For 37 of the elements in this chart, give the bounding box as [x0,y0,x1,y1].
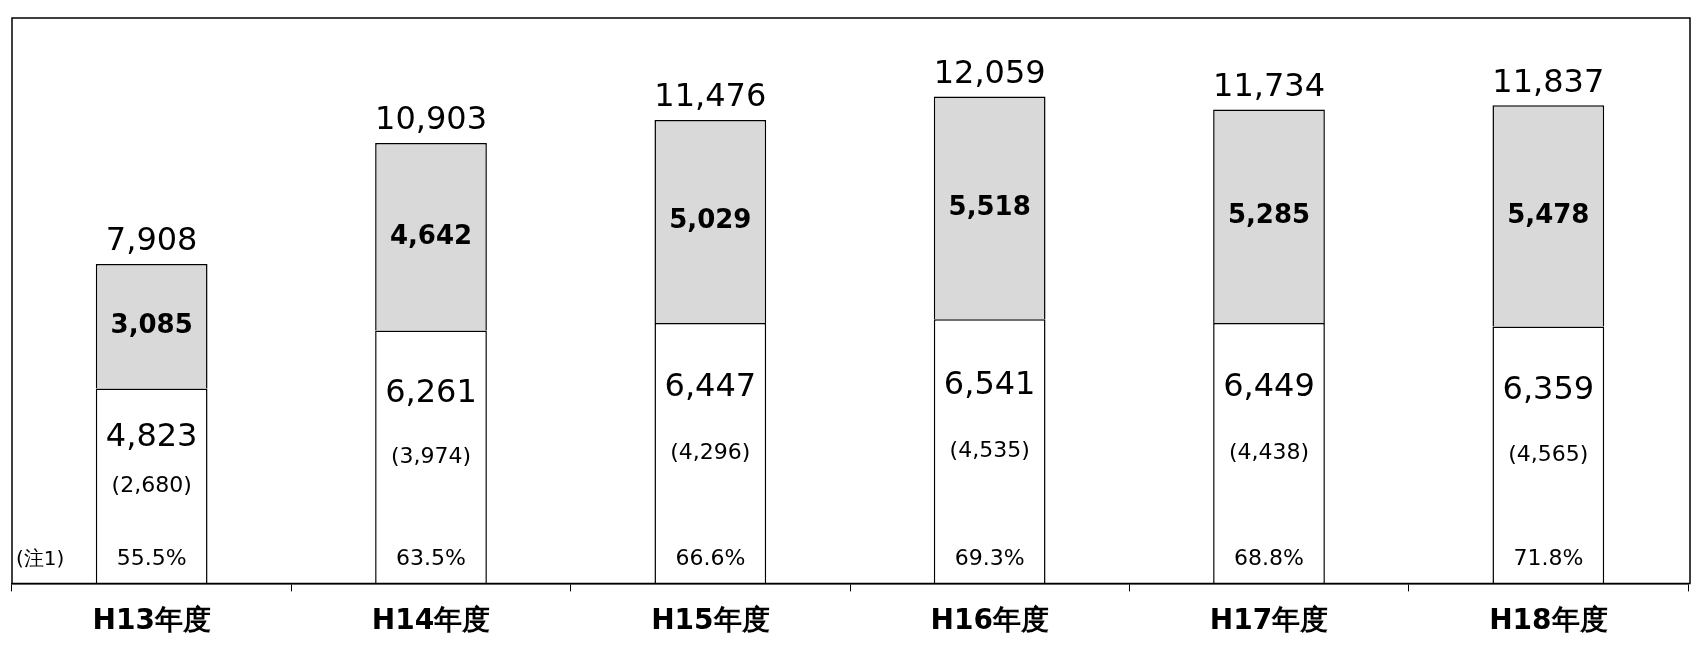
data-label: 5,478 [1507,198,1590,229]
annotation: (4,438) [1228,438,1310,464]
data-label: 6,449 [1223,366,1315,405]
annotation: 69.3% [954,545,1025,571]
total-label: 7,908 [105,220,198,259]
data-label: 5,518 [948,190,1031,221]
x-tick-label: H16年度 [930,603,1049,637]
x-tick-label: H13年度 [92,603,211,637]
annotation: 68.8% [1234,545,1304,571]
annotation: (4,565) [1508,440,1589,466]
x-tick-label: H15年度 [651,603,770,637]
data-label: 5,285 [1227,198,1311,229]
total-label: 11,734 [1213,65,1325,104]
data-label: 6,447 [664,366,757,405]
annotation: 55.5% [116,545,187,571]
data-label: 6,541 [943,363,1036,402]
annotation: (2,680) [111,471,192,497]
total-label: 10,903 [375,99,487,138]
data-label: 5,029 [669,204,752,235]
data-label: 4,823 [105,415,198,454]
annotation: (4,296) [670,438,751,464]
annotation: 71.8% [1513,545,1584,571]
annotation: 63.5% [396,545,466,571]
data-label: 4,642 [389,219,473,250]
x-tick-label: H17年度 [1209,603,1329,637]
total-label: 11,837 [1492,61,1605,100]
data-label: 6,359 [1502,369,1595,408]
total-label: 11,476 [654,76,767,115]
annotation: (注1) [16,545,65,570]
x-tick-label: H18年度 [1489,603,1608,637]
annotation: (3,974) [390,442,472,468]
annotation: (4,535) [949,437,1030,463]
data-label: 3,085 [110,309,193,340]
annotation: 66.6% [675,545,746,571]
data-label: 6,261 [385,372,477,411]
x-tick-label: H14年度 [371,603,491,637]
total-label: 12,059 [933,52,1046,91]
